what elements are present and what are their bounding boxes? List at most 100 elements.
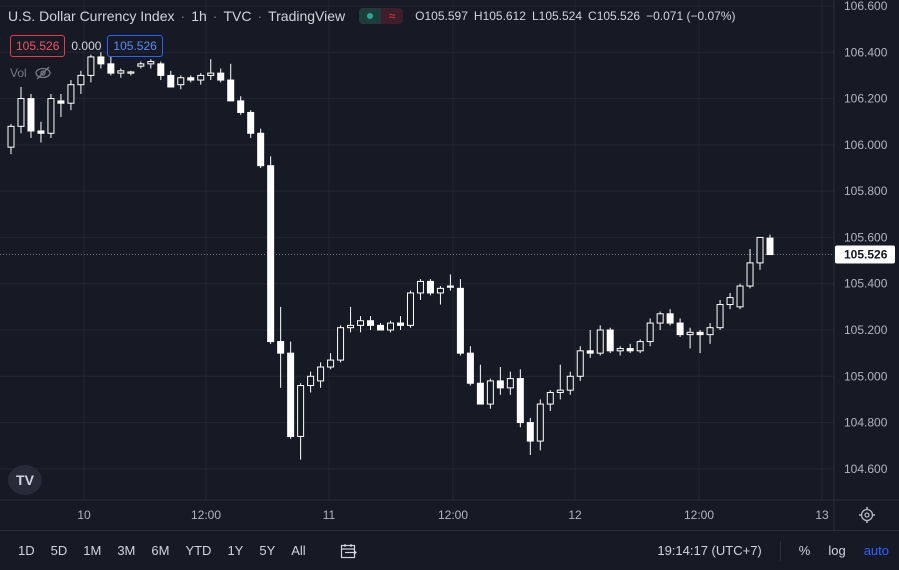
candle[interactable]	[456, 279, 464, 356]
candle[interactable]	[87, 54, 95, 83]
candle[interactable]	[516, 369, 524, 428]
candle[interactable]	[626, 343, 634, 354]
candle[interactable]	[177, 75, 185, 90]
candle[interactable]	[357, 316, 365, 333]
candle[interactable]	[756, 236, 764, 270]
time-axis[interactable]: 10 12:00 11 12:00 12 12:00 13	[77, 508, 829, 522]
range-5y[interactable]: 5Y	[259, 543, 276, 558]
candle[interactable]	[436, 286, 444, 305]
candle[interactable]	[67, 80, 75, 111]
candle[interactable]	[416, 279, 424, 300]
range-1d[interactable]: 1D	[18, 543, 35, 558]
candle[interactable]	[27, 93, 35, 138]
candle[interactable]	[207, 59, 215, 81]
candle[interactable]	[486, 378, 494, 409]
candle[interactable]	[496, 367, 504, 395]
candle[interactable]	[277, 306, 285, 388]
candle[interactable]	[117, 68, 125, 78]
candle[interactable]	[297, 383, 305, 460]
candle[interactable]	[287, 341, 295, 439]
candle[interactable]	[197, 73, 205, 85]
gear-icon[interactable]	[858, 506, 876, 524]
candle[interactable]	[446, 274, 454, 291]
candle[interactable]	[387, 320, 394, 333]
candle[interactable]	[7, 124, 15, 155]
candle[interactable]	[746, 249, 754, 289]
candle[interactable]	[147, 59, 155, 69]
calendar-icon[interactable]	[340, 543, 358, 559]
candle[interactable]	[237, 96, 245, 115]
candle[interactable]	[127, 70, 135, 76]
candle[interactable]	[327, 353, 335, 370]
candle[interactable]	[396, 316, 404, 330]
interval-label[interactable]: 1h	[191, 8, 207, 24]
candle[interactable]	[466, 346, 474, 386]
candle[interactable]	[17, 87, 25, 134]
candle[interactable]	[476, 364, 484, 405]
candle[interactable]	[666, 309, 674, 326]
candle[interactable]	[37, 121, 45, 143]
tradingview-logo[interactable]: TV	[8, 465, 42, 495]
candle[interactable]	[77, 70, 85, 94]
candle[interactable]	[606, 327, 614, 354]
market-open-icon[interactable]	[359, 8, 382, 24]
candle[interactable]	[726, 292, 734, 310]
candle[interactable]	[187, 75, 195, 83]
data-delay-icon[interactable]: ≈	[381, 8, 404, 24]
candle[interactable]	[646, 318, 654, 347]
candle[interactable]	[566, 371, 574, 395]
auto-scale-toggle[interactable]: auto	[863, 543, 889, 558]
buy-button[interactable]: 105.526	[107, 35, 163, 57]
range-all[interactable]: All	[291, 543, 306, 558]
candle[interactable]	[686, 327, 694, 349]
candle[interactable]	[337, 325, 345, 363]
percent-toggle[interactable]: %	[798, 543, 811, 558]
candle[interactable]	[406, 290, 414, 328]
candle[interactable]	[47, 93, 55, 138]
candle[interactable]	[526, 417, 534, 455]
candle[interactable]	[546, 390, 554, 411]
candle[interactable]	[586, 330, 594, 358]
candle[interactable]	[157, 61, 165, 81]
clock-timezone[interactable]: 19:14:17 (UTC+7)	[657, 543, 762, 558]
candle[interactable]	[267, 156, 275, 344]
candle[interactable]	[716, 299, 724, 330]
range-1y[interactable]: 1Y	[227, 543, 244, 558]
candle[interactable]	[97, 52, 105, 69]
candle[interactable]	[377, 323, 385, 331]
price-axis[interactable]: 106.600 106.400 106.200 106.000 105.800 105.6…	[844, 0, 888, 476]
range-5d[interactable]: 5D	[50, 543, 68, 558]
candle[interactable]	[506, 371, 514, 395]
candle[interactable]	[367, 316, 375, 330]
candle[interactable]	[57, 93, 65, 118]
candle[interactable]	[257, 128, 265, 168]
range-3m[interactable]: 3M	[117, 543, 136, 558]
candle[interactable]	[536, 399, 544, 451]
candle[interactable]	[576, 346, 584, 381]
candle[interactable]	[676, 318, 684, 337]
sell-button[interactable]: 105.526	[10, 35, 66, 57]
candle[interactable]	[556, 364, 564, 400]
candle[interactable]	[656, 311, 664, 330]
candle[interactable]	[696, 330, 704, 354]
candle[interactable]	[596, 325, 604, 356]
candle[interactable]	[616, 346, 624, 356]
candle[interactable]	[347, 306, 355, 333]
candle[interactable]	[107, 56, 115, 76]
candle[interactable]	[317, 362, 325, 388]
candle[interactable]	[766, 234, 774, 256]
candle[interactable]	[706, 323, 714, 344]
candle[interactable]	[227, 63, 235, 102]
candle[interactable]	[426, 279, 434, 296]
symbol-name[interactable]: U.S. Dollar Currency Index	[8, 8, 175, 24]
range-ytd[interactable]: YTD	[185, 543, 212, 558]
candle[interactable]	[247, 110, 255, 138]
log-toggle[interactable]: log	[828, 543, 846, 558]
candle[interactable]	[137, 61, 145, 69]
candle[interactable]	[636, 339, 644, 354]
candle[interactable]	[736, 283, 744, 310]
range-6m[interactable]: 6M	[151, 543, 170, 558]
candle[interactable]	[167, 70, 175, 88]
range-1m[interactable]: 1M	[83, 543, 102, 558]
